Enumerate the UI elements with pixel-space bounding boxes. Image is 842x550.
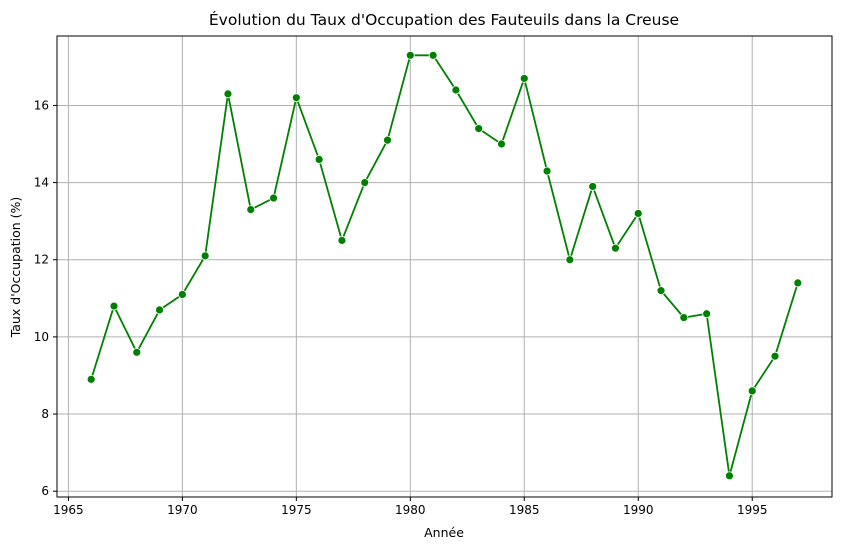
x-tick-label: 1980 — [395, 503, 426, 517]
data-point — [246, 205, 256, 214]
data-point — [177, 290, 187, 299]
x-axis-label: Année — [424, 525, 464, 540]
data-point — [200, 251, 210, 261]
chart-title: Évolution du Taux d'Occupation des Faute… — [209, 10, 679, 29]
data-point — [565, 255, 575, 265]
y-tick-label: 12 — [34, 253, 49, 267]
data-point — [770, 351, 780, 361]
data-point — [314, 155, 324, 164]
data-point — [611, 243, 620, 253]
data-point — [474, 124, 484, 133]
data-point — [269, 193, 278, 203]
data-point — [451, 85, 461, 95]
data-point — [383, 135, 392, 145]
y-axis-ticks: 6 8 10 12 14 16 — [34, 98, 57, 498]
data-point — [747, 386, 757, 396]
data-point — [109, 301, 119, 311]
series-layer — [86, 50, 803, 481]
data-point — [679, 313, 689, 323]
y-tick-label: 16 — [34, 98, 49, 112]
y-axis-label: Taux d'Occupation (%) — [8, 197, 23, 339]
x-tick-label: 1965 — [53, 503, 84, 517]
data-point — [337, 236, 347, 245]
data-point — [793, 278, 803, 288]
data-point — [291, 93, 301, 103]
data-point — [86, 374, 96, 384]
grid — [57, 36, 832, 497]
data-point — [656, 286, 666, 296]
y-tick-label: 14 — [34, 176, 49, 190]
y-tick-label: 10 — [34, 330, 49, 344]
x-tick-label: 1990 — [623, 503, 654, 517]
data-point — [542, 166, 552, 176]
x-tick-label: 1970 — [167, 503, 198, 517]
data-point — [519, 74, 529, 83]
y-tick-label: 8 — [41, 407, 49, 421]
series-line — [90, 54, 799, 477]
axes — [56, 35, 833, 498]
x-axis-ticks: 1965 1970 1975 1980 1985 1990 1995 — [53, 497, 767, 517]
data-point — [702, 309, 712, 319]
data-point — [497, 139, 506, 149]
y-tick-label: 6 — [41, 484, 49, 498]
data-point — [428, 50, 438, 60]
data-point — [633, 209, 643, 218]
plot-frame — [56, 35, 833, 498]
data-point — [725, 471, 734, 481]
data-point — [155, 305, 164, 315]
data-point — [223, 89, 233, 99]
x-tick-label: 1995 — [737, 503, 768, 517]
x-tick-label: 1975 — [281, 503, 312, 517]
data-point — [588, 182, 598, 191]
data-point — [405, 50, 415, 60]
data-point — [132, 347, 142, 357]
data-point — [360, 178, 370, 187]
x-tick-label: 1985 — [509, 503, 540, 517]
